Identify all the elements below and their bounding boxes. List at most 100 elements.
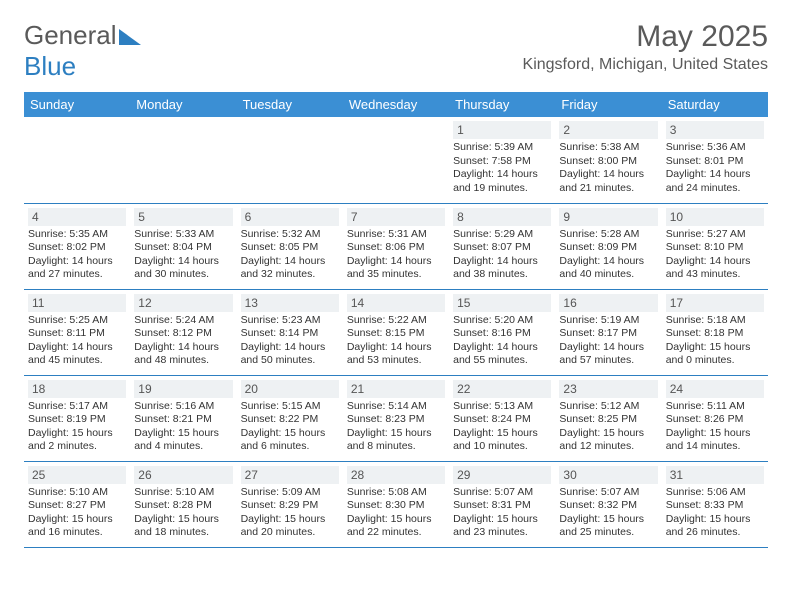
weekday-header: Tuesday xyxy=(237,92,343,117)
day-info: Sunrise: 5:13 AMSunset: 8:24 PMDaylight:… xyxy=(453,400,551,455)
calendar-week-row: 18Sunrise: 5:17 AMSunset: 8:19 PMDayligh… xyxy=(24,375,768,461)
calendar-week-row: 25Sunrise: 5:10 AMSunset: 8:27 PMDayligh… xyxy=(24,461,768,547)
day-number: 6 xyxy=(241,208,339,226)
calendar-table: SundayMondayTuesdayWednesdayThursdayFrid… xyxy=(24,92,768,548)
day-number: 23 xyxy=(559,380,657,398)
day-number: 22 xyxy=(453,380,551,398)
sunset-text: Sunset: 8:16 PM xyxy=(453,327,551,341)
day-info: Sunrise: 5:12 AMSunset: 8:25 PMDaylight:… xyxy=(559,400,657,455)
sunset-text: Sunset: 8:06 PM xyxy=(347,241,445,255)
day-info: Sunrise: 5:36 AMSunset: 8:01 PMDaylight:… xyxy=(666,141,764,196)
sunrise-text: Sunrise: 5:10 AM xyxy=(28,486,126,500)
sunrise-text: Sunrise: 5:24 AM xyxy=(134,314,232,328)
sunrise-text: Sunrise: 5:06 AM xyxy=(666,486,764,500)
daylight-text: Daylight: 15 hours and 23 minutes. xyxy=(453,513,551,540)
day-info: Sunrise: 5:32 AMSunset: 8:05 PMDaylight:… xyxy=(241,228,339,283)
location-text: Kingsford, Michigan, United States xyxy=(523,56,768,74)
day-info: Sunrise: 5:07 AMSunset: 8:32 PMDaylight:… xyxy=(559,486,657,541)
day-number: 28 xyxy=(347,466,445,484)
calendar-week-row: 11Sunrise: 5:25 AMSunset: 8:11 PMDayligh… xyxy=(24,289,768,375)
sunrise-text: Sunrise: 5:07 AM xyxy=(559,486,657,500)
calendar-day-cell: 5Sunrise: 5:33 AMSunset: 8:04 PMDaylight… xyxy=(130,203,236,289)
day-info: Sunrise: 5:08 AMSunset: 8:30 PMDaylight:… xyxy=(347,486,445,541)
sunrise-text: Sunrise: 5:14 AM xyxy=(347,400,445,414)
day-number: 14 xyxy=(347,294,445,312)
day-info: Sunrise: 5:16 AMSunset: 8:21 PMDaylight:… xyxy=(134,400,232,455)
sunrise-text: Sunrise: 5:23 AM xyxy=(241,314,339,328)
header: GeneralBlue May 2025 Kingsford, Michigan… xyxy=(24,20,768,82)
day-info: Sunrise: 5:09 AMSunset: 8:29 PMDaylight:… xyxy=(241,486,339,541)
weekday-header: Friday xyxy=(555,92,661,117)
calendar-day-cell: 17Sunrise: 5:18 AMSunset: 8:18 PMDayligh… xyxy=(662,289,768,375)
day-number: 27 xyxy=(241,466,339,484)
calendar-day-cell: 1Sunrise: 5:39 AMSunset: 7:58 PMDaylight… xyxy=(449,117,555,203)
day-number: 5 xyxy=(134,208,232,226)
day-number: 18 xyxy=(28,380,126,398)
sunset-text: Sunset: 8:24 PM xyxy=(453,413,551,427)
calendar-head: SundayMondayTuesdayWednesdayThursdayFrid… xyxy=(24,92,768,117)
sunrise-text: Sunrise: 5:25 AM xyxy=(28,314,126,328)
calendar-day-cell: 29 Sunrise: 5:07 AMSunset: 8:31 PMDayligh… xyxy=(449,461,555,547)
sunrise-text: Sunrise: 5:36 AM xyxy=(666,141,764,155)
sunrise-text: Sunrise: 5:28 AM xyxy=(559,228,657,242)
calendar-day-cell: 9Sunrise: 5:28 AMSunset: 8:09 PMDaylight… xyxy=(555,203,661,289)
sunrise-text: Sunrise: 5:31 AM xyxy=(347,228,445,242)
day-number: 4 xyxy=(28,208,126,226)
daylight-text: Daylight: 14 hours and 45 minutes. xyxy=(28,341,126,368)
calendar-day-cell: 23 Sunrise: 5:12 AMSunset: 8:25 PMDayligh… xyxy=(555,375,661,461)
day-number: 10 xyxy=(666,208,764,226)
sunrise-text: Sunrise: 5:12 AM xyxy=(559,400,657,414)
sunset-text: Sunset: 8:19 PM xyxy=(28,413,126,427)
day-info: Sunrise: 5:23 AMSunset: 8:14 PMDaylight:… xyxy=(241,314,339,369)
calendar-day-cell: 3Sunrise: 5:36 AMSunset: 8:01 PMDaylight… xyxy=(662,117,768,203)
calendar-day-cell: 28 Sunrise: 5:08 AMSunset: 8:30 PMDayligh… xyxy=(343,461,449,547)
calendar-day-cell: 4Sunrise: 5:35 AMSunset: 8:02 PMDaylight… xyxy=(24,203,130,289)
daylight-text: Daylight: 14 hours and 53 minutes. xyxy=(347,341,445,368)
calendar-day-cell: 25Sunrise: 5:10 AMSunset: 8:27 PMDayligh… xyxy=(24,461,130,547)
day-number: 8 xyxy=(453,208,551,226)
sunset-text: Sunset: 8:18 PM xyxy=(666,327,764,341)
sunrise-text: Sunrise: 5:27 AM xyxy=(666,228,764,242)
sunset-text: Sunset: 8:09 PM xyxy=(559,241,657,255)
day-number: 26 xyxy=(134,466,232,484)
calendar-day-cell: 2Sunrise: 5:38 AMSunset: 8:00 PMDaylight… xyxy=(555,117,661,203)
day-number: 19 xyxy=(134,380,232,398)
sunset-text: Sunset: 8:11 PM xyxy=(28,327,126,341)
day-number: 20 xyxy=(241,380,339,398)
day-info: Sunrise: 5:07 AMSunset: 8:31 PMDaylight:… xyxy=(453,486,551,541)
sunrise-text: Sunrise: 5:38 AM xyxy=(559,141,657,155)
daylight-text: Daylight: 15 hours and 6 minutes. xyxy=(241,427,339,454)
sunset-text: Sunset: 8:25 PM xyxy=(559,413,657,427)
day-number: 29 xyxy=(453,466,551,484)
day-info: Sunrise: 5:22 AMSunset: 8:15 PMDaylight:… xyxy=(347,314,445,369)
sunrise-text: Sunrise: 5:16 AM xyxy=(134,400,232,414)
daylight-text: Daylight: 14 hours and 55 minutes. xyxy=(453,341,551,368)
day-number: 17 xyxy=(666,294,764,312)
day-number: 25 xyxy=(28,466,126,484)
sunset-text: Sunset: 8:32 PM xyxy=(559,499,657,513)
day-number: 12 xyxy=(134,294,232,312)
calendar-empty-cell xyxy=(343,117,449,203)
daylight-text: Daylight: 15 hours and 22 minutes. xyxy=(347,513,445,540)
day-number: 21 xyxy=(347,380,445,398)
calendar-day-cell: 21Sunrise: 5:14 AMSunset: 8:23 PMDayligh… xyxy=(343,375,449,461)
daylight-text: Daylight: 14 hours and 50 minutes. xyxy=(241,341,339,368)
daylight-text: Daylight: 15 hours and 14 minutes. xyxy=(666,427,764,454)
calendar-day-cell: 14 Sunrise: 5:22 AMSunset: 8:15 PMDayligh… xyxy=(343,289,449,375)
sunset-text: Sunset: 8:17 PM xyxy=(559,327,657,341)
sunset-text: Sunset: 8:22 PM xyxy=(241,413,339,427)
calendar-day-cell: 20Sunrise: 5:15 AMSunset: 8:22 PMDayligh… xyxy=(237,375,343,461)
day-number: 30 xyxy=(559,466,657,484)
daylight-text: Daylight: 15 hours and 16 minutes. xyxy=(28,513,126,540)
calendar-day-cell: 15Sunrise: 5:20 AMSunset: 8:16 PMDayligh… xyxy=(449,289,555,375)
day-info: Sunrise: 5:11 AMSunset: 8:26 PMDaylight:… xyxy=(666,400,764,455)
sunset-text: Sunset: 8:26 PM xyxy=(666,413,764,427)
day-number: 24 xyxy=(666,380,764,398)
day-info: Sunrise: 5:39 AMSunset: 7:58 PMDaylight:… xyxy=(453,141,551,196)
calendar-empty-cell xyxy=(130,117,236,203)
sunset-text: Sunset: 8:23 PM xyxy=(347,413,445,427)
sunrise-text: Sunrise: 5:18 AM xyxy=(666,314,764,328)
sunrise-text: Sunrise: 5:22 AM xyxy=(347,314,445,328)
sunset-text: Sunset: 8:14 PM xyxy=(241,327,339,341)
logo-text-a: General xyxy=(24,20,117,50)
